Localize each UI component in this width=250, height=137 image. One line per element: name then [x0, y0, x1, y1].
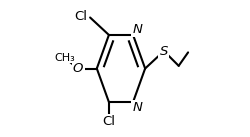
Text: O: O — [73, 62, 83, 75]
Text: Cl: Cl — [74, 10, 88, 23]
Text: S: S — [160, 45, 168, 58]
Text: N: N — [132, 101, 142, 114]
Text: CH₃: CH₃ — [54, 53, 75, 63]
Text: Cl: Cl — [102, 115, 116, 128]
Text: N: N — [132, 23, 142, 36]
